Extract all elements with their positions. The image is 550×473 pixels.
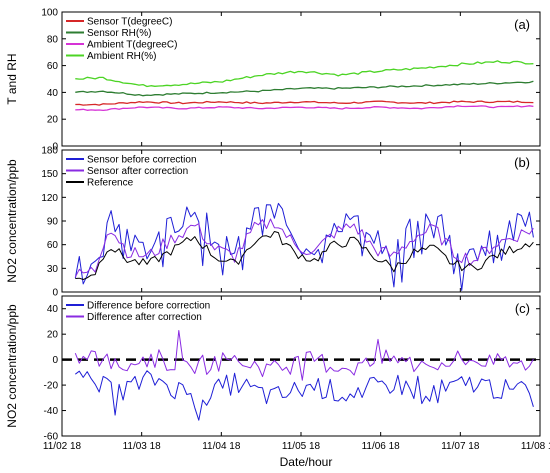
y-tick-label: 30 <box>47 264 59 275</box>
y-tick-label: 0 <box>52 288 58 299</box>
y-axis-label: T and RH <box>5 53 19 104</box>
y-tick-label: 0 <box>52 355 58 366</box>
x-tick-label: 11/06 18 <box>362 441 401 452</box>
plot-area <box>62 330 540 421</box>
y-tick-label: -40 <box>44 406 59 417</box>
legend-label: Sensor RH(%) <box>87 28 151 39</box>
series-line <box>75 231 534 280</box>
y-tick-label: 60 <box>47 61 59 72</box>
series-line <box>74 330 534 381</box>
panel-2: -60 -40 -20 0 20 40 NO2 concentration/ppb Diffe… <box>5 295 541 443</box>
y-tick-label: 40 <box>47 304 59 315</box>
legend-label: Ambient RH(%) <box>87 51 156 62</box>
legend-label: Reference <box>87 178 134 189</box>
y-axis-label: NO2 concentration/ppb <box>5 159 19 283</box>
legend-label: Sensor T(degreeC) <box>87 17 172 28</box>
y-tick-label: 20 <box>47 330 59 341</box>
y-tick-label: 100 <box>41 8 58 19</box>
legend-label: Sensor before correction <box>87 155 197 166</box>
series-line <box>75 370 534 421</box>
series-line <box>75 60 534 88</box>
y-tick-label: 120 <box>41 193 58 204</box>
shared-x-axis: 11/02 18 11/03 18 11/04 18 11/05 18 11/06 18… <box>43 441 550 469</box>
x-axis-label: Date/hour <box>280 455 333 469</box>
y-axis-label: NO2 concentration/ppb <box>5 304 19 428</box>
legend-label: Difference after correction <box>87 312 202 323</box>
y-tick-label: 60 <box>47 240 59 251</box>
y-tick-label: 20 <box>47 115 59 126</box>
panel-label: (b) <box>514 155 530 170</box>
plot-area <box>74 202 534 291</box>
panel-0: 0 20 40 60 80 100 T and RH Sensor T(degreeC)Sen… <box>5 8 541 153</box>
series-line <box>75 105 534 112</box>
series-line <box>75 80 534 97</box>
x-tick-label: 11/08 18 <box>521 441 550 452</box>
series-line <box>74 202 534 291</box>
legend-label: Ambient T(degreeC) <box>87 40 177 51</box>
y-tick-label: 180 <box>41 146 58 157</box>
x-tick-label: 11/03 18 <box>123 441 162 452</box>
legend-label: Difference before correction <box>87 301 210 312</box>
panel-label: (a) <box>514 17 530 32</box>
y-tick-label: 90 <box>47 217 59 228</box>
x-tick-label: 11/04 18 <box>202 441 241 452</box>
y-tick-label: -20 <box>44 381 59 392</box>
x-tick-label: 11/07 18 <box>441 441 480 452</box>
panel-label: (c) <box>515 301 530 316</box>
x-tick-label: 11/02 18 <box>43 441 82 452</box>
y-tick-label: -60 <box>44 432 59 443</box>
legend: Sensor T(degreeC)Sensor RH(%)Ambient T(d… <box>66 17 177 62</box>
x-tick-label: 11/05 18 <box>282 441 321 452</box>
y-tick-label: 40 <box>47 88 59 99</box>
y-tick-label: 150 <box>41 169 58 180</box>
series-line <box>74 218 534 278</box>
series-line <box>75 100 534 106</box>
legend-label: Sensor after correction <box>87 166 188 177</box>
y-tick-label: 80 <box>47 34 59 45</box>
y-tick-label: 0 <box>52 142 58 153</box>
plot-area <box>75 60 534 112</box>
panel-1: 0 30 60 90 120 150 180 NO2 concentration/ppb Sen… <box>5 146 541 299</box>
